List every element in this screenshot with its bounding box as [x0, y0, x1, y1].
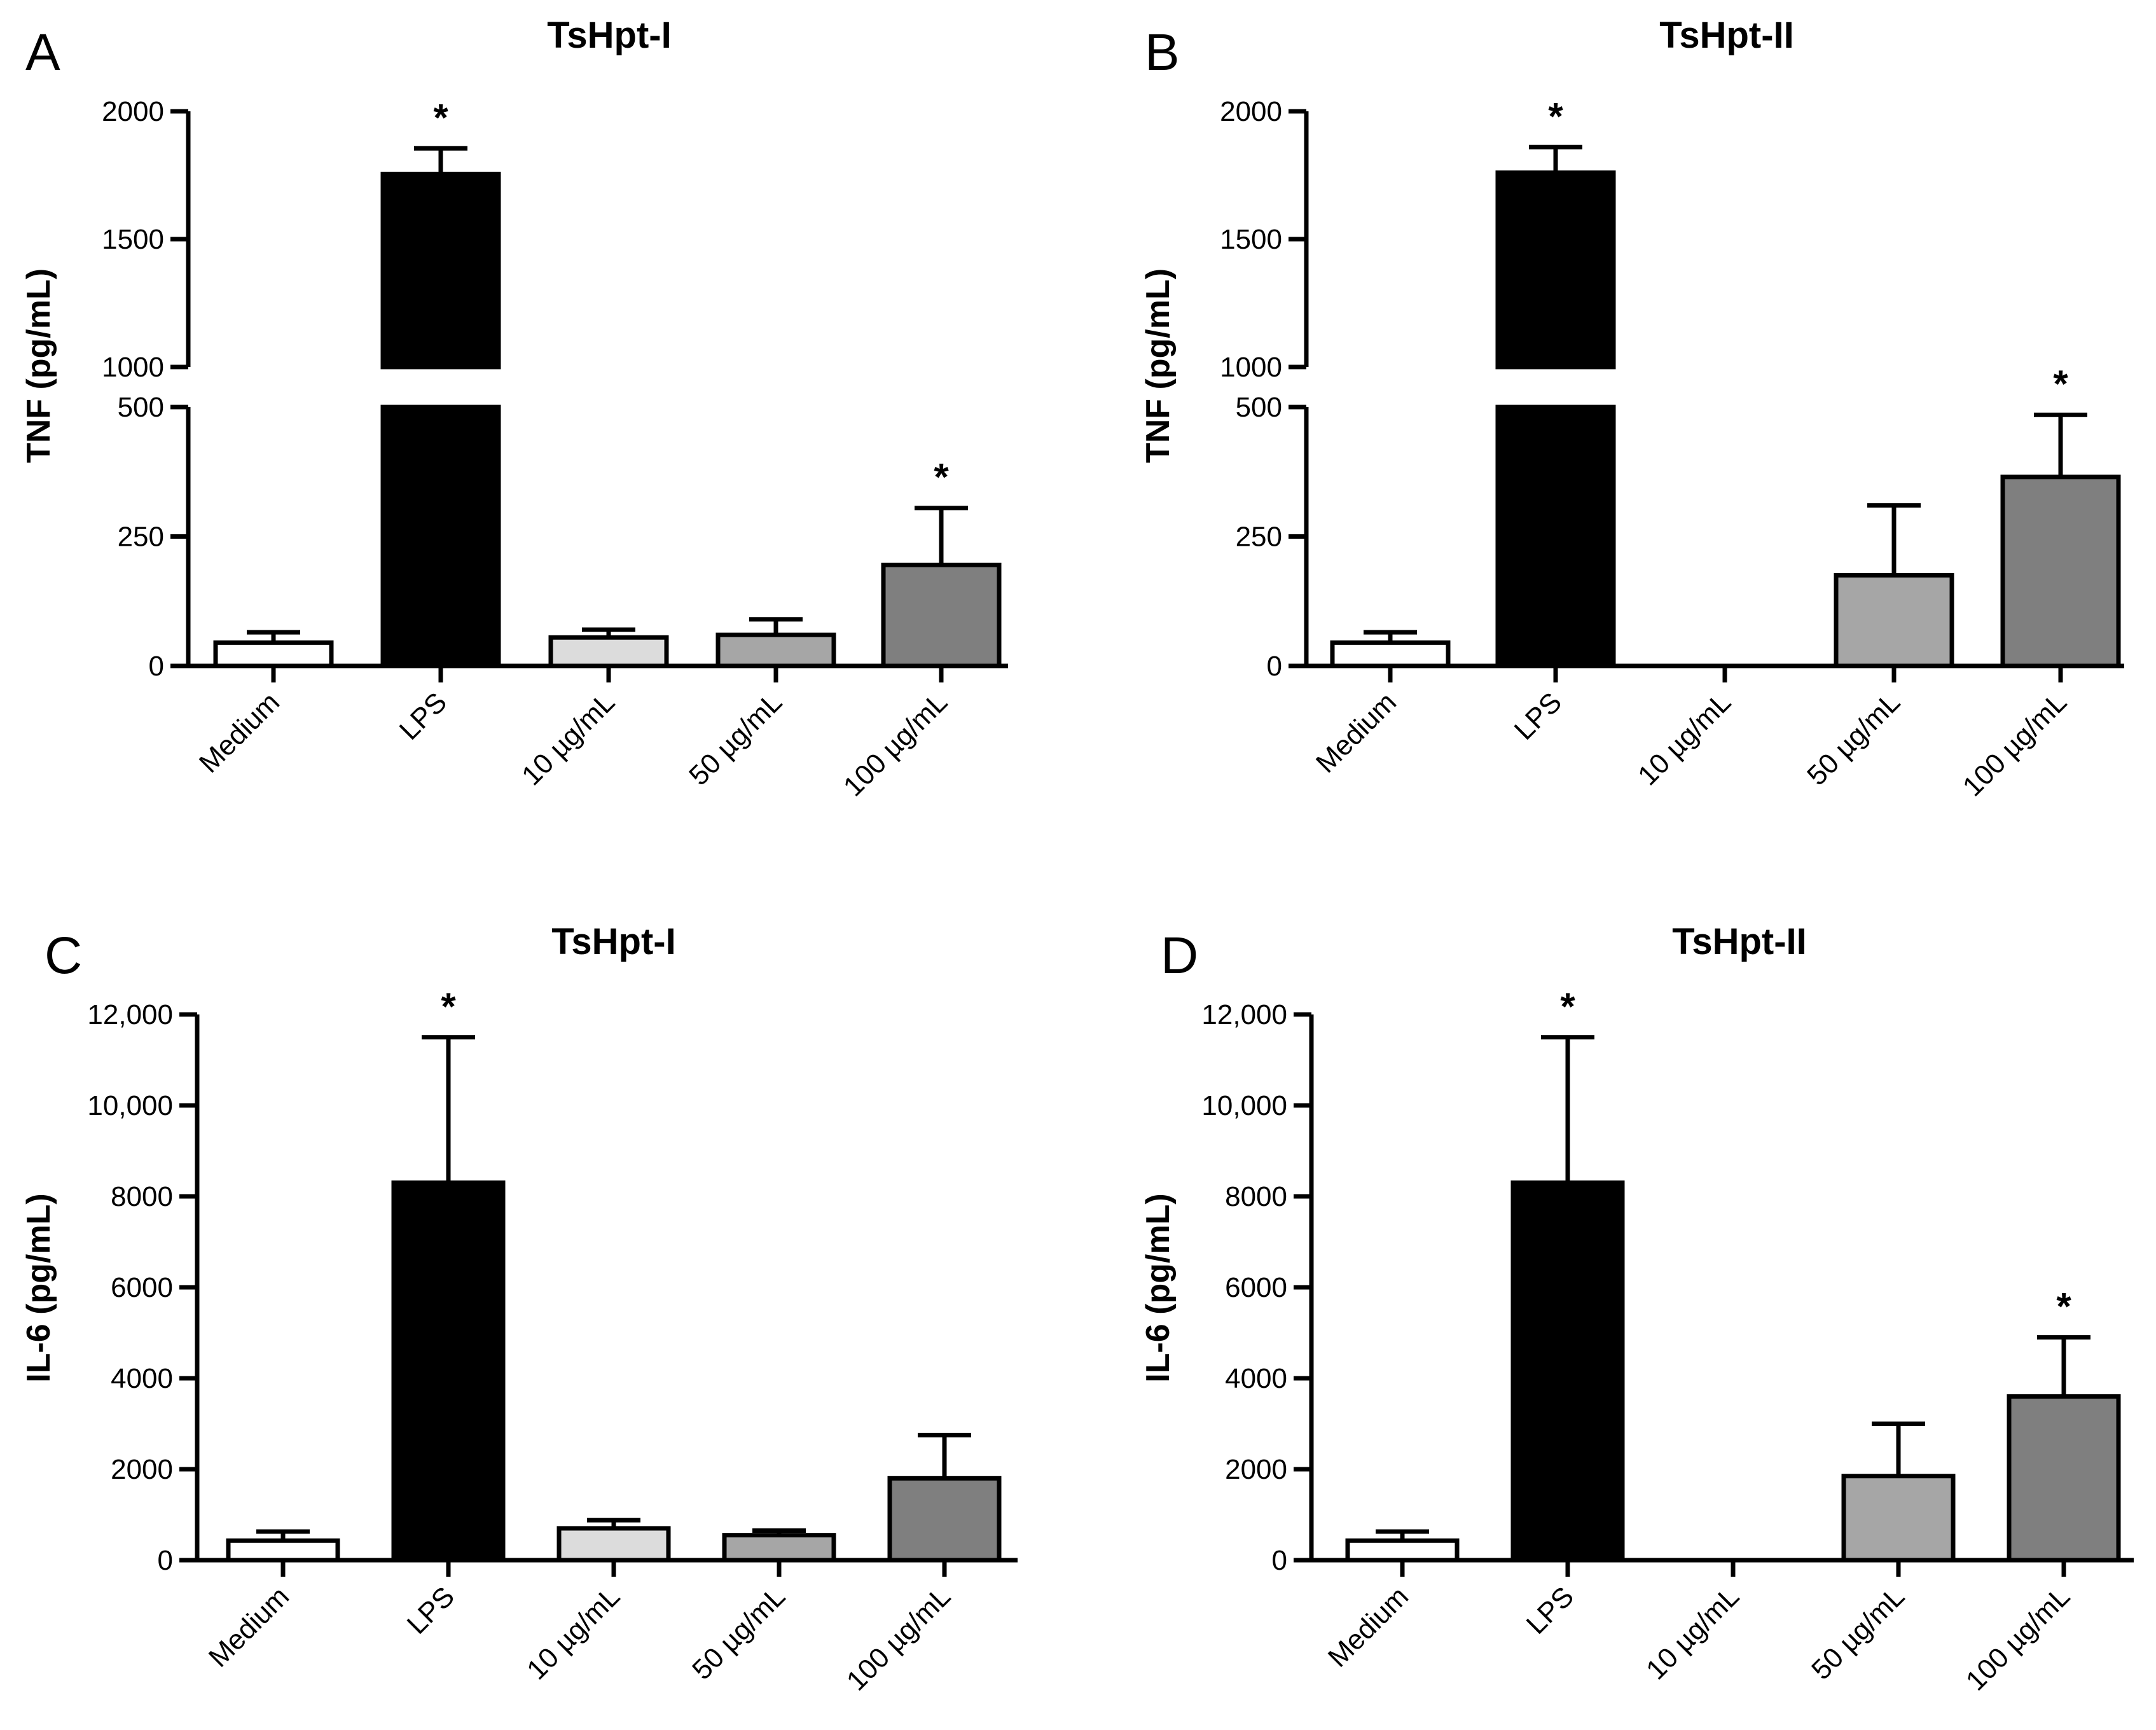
y-tick-label: 1000	[102, 352, 164, 383]
significance-marker: *	[2056, 1285, 2071, 1328]
y-tick-label: 0	[158, 1545, 173, 1576]
bar-2-upper	[380, 171, 501, 370]
x-category-label: 50 µg/mL	[683, 686, 788, 791]
bar-1	[213, 640, 334, 668]
bar-4	[715, 632, 836, 668]
y-tick-label: 1000	[1220, 352, 1282, 383]
y-tick-label: 2000	[111, 1454, 173, 1485]
significance-marker: *	[1548, 95, 1563, 137]
bar-4	[722, 1533, 836, 1563]
y-tick-label: 2000	[1220, 96, 1282, 127]
significance-marker: *	[441, 985, 456, 1028]
panel-letter: A	[25, 24, 60, 81]
chart-panel-b: B TsHpt-II TNF (pg/mL) 0 250 500 1000 1500 2000 M…	[1140, 15, 2124, 803]
chart-panel-a: A TsHpt-I TNF (pg/mL) 0 250 500 1000 1500 2000 Me…	[20, 15, 1008, 803]
x-category-label: LPS	[401, 1581, 460, 1640]
y-axis-label: TNF (pg/mL)	[1140, 268, 1177, 463]
x-category-label: 10 µg/mL	[521, 1581, 626, 1685]
x-category-label: 10 µg/mL	[1640, 1581, 1745, 1685]
y-tick-label: 6000	[111, 1272, 173, 1303]
bar-1	[1345, 1538, 1460, 1563]
y-tick-label: 500	[118, 392, 164, 423]
x-category-label: 100 µg/mL	[841, 1581, 957, 1696]
y-tick-label: 1500	[1220, 224, 1282, 255]
bar-3	[548, 635, 669, 668]
panel-letter: B	[1145, 24, 1180, 81]
y-tick-label: 8000	[1225, 1181, 1287, 1212]
bar-3	[556, 1526, 671, 1563]
y-tick-label: 0	[1272, 1545, 1287, 1576]
bar-4	[1841, 1474, 1956, 1563]
bar-5	[887, 1476, 1002, 1563]
y-tick-label: 4000	[1225, 1363, 1287, 1394]
x-category-label: 100 µg/mL	[1957, 686, 2073, 802]
y-tick-label: 10,000	[87, 1090, 173, 1121]
y-tick-label: 2000	[102, 96, 164, 127]
chart-title: TsHpt-I	[551, 921, 675, 962]
x-category-label: 10 µg/mL	[1632, 686, 1737, 791]
y-tick-label: 0	[1267, 651, 1282, 682]
y-axis-label: IL-6 (pg/mL)	[1140, 1193, 1177, 1383]
chart-panel-c: C TsHpt-I IL-6 (pg/mL) 0 2000 4000 6000 8000 10,…	[20, 921, 1018, 1697]
bar-1	[1330, 640, 1451, 668]
chart-title: TsHpt-II	[1672, 921, 1807, 962]
y-tick-label: 4000	[111, 1363, 173, 1394]
bar-5	[2000, 474, 2121, 668]
significance-marker: *	[2053, 363, 2068, 405]
y-tick-label: 6000	[1225, 1272, 1287, 1303]
x-category-label: 100 µg/mL	[838, 686, 953, 802]
significance-marker: *	[1560, 985, 1575, 1028]
y-tick-label: 500	[1236, 392, 1282, 423]
y-tick-label: 1500	[102, 224, 164, 255]
x-category-label: LPS	[1521, 1581, 1580, 1640]
chart-title: TsHpt-II	[1659, 15, 1794, 56]
bar-2-lower	[380, 405, 501, 668]
y-tick-label: 10,000	[1201, 1090, 1287, 1121]
panel-letter: D	[1161, 927, 1198, 985]
bar-2	[391, 1180, 506, 1563]
bar-2	[1510, 1180, 1625, 1563]
x-category-label: 50 µg/mL	[686, 1581, 791, 1685]
x-category-label: Medium	[193, 686, 286, 778]
chart-panel-d: D TsHpt-II IL-6 (pg/mL) 0 2000 4000 6000 8000 10…	[1140, 921, 2134, 1697]
x-category-label: Medium	[1310, 686, 1402, 778]
y-axis-label: IL-6 (pg/mL)	[20, 1193, 57, 1383]
x-category-label: 50 µg/mL	[1801, 686, 1906, 791]
x-category-label: 100 µg/mL	[1960, 1581, 2076, 1696]
x-category-label: Medium	[1322, 1581, 1414, 1673]
x-category-label: 10 µg/mL	[516, 686, 621, 791]
chart-title: TsHpt-I	[547, 15, 671, 56]
y-tick-label: 0	[149, 651, 164, 682]
x-category-label: LPS	[1509, 686, 1568, 745]
bar-5	[2007, 1394, 2121, 1563]
bar-2-upper	[1495, 170, 1616, 370]
x-category-label: LPS	[394, 686, 453, 745]
panel-letter: C	[45, 927, 82, 985]
y-tick-label: 2000	[1225, 1454, 1287, 1485]
y-axis-label: TNF (pg/mL)	[20, 268, 57, 463]
y-tick-label: 8000	[111, 1181, 173, 1212]
bar-1	[226, 1538, 340, 1563]
y-tick-label: 12,000	[1201, 999, 1287, 1030]
y-tick-label: 250	[118, 522, 164, 553]
x-category-label: Medium	[203, 1581, 295, 1673]
y-tick-label: 12,000	[87, 999, 173, 1030]
x-category-label: 50 µg/mL	[1806, 1581, 1911, 1685]
significance-marker: *	[934, 456, 949, 499]
significance-marker: *	[433, 96, 448, 139]
bar-2-lower	[1495, 405, 1616, 668]
y-tick-label: 250	[1236, 522, 1282, 553]
bar-4	[1834, 573, 1954, 668]
bar-5	[881, 562, 1002, 668]
